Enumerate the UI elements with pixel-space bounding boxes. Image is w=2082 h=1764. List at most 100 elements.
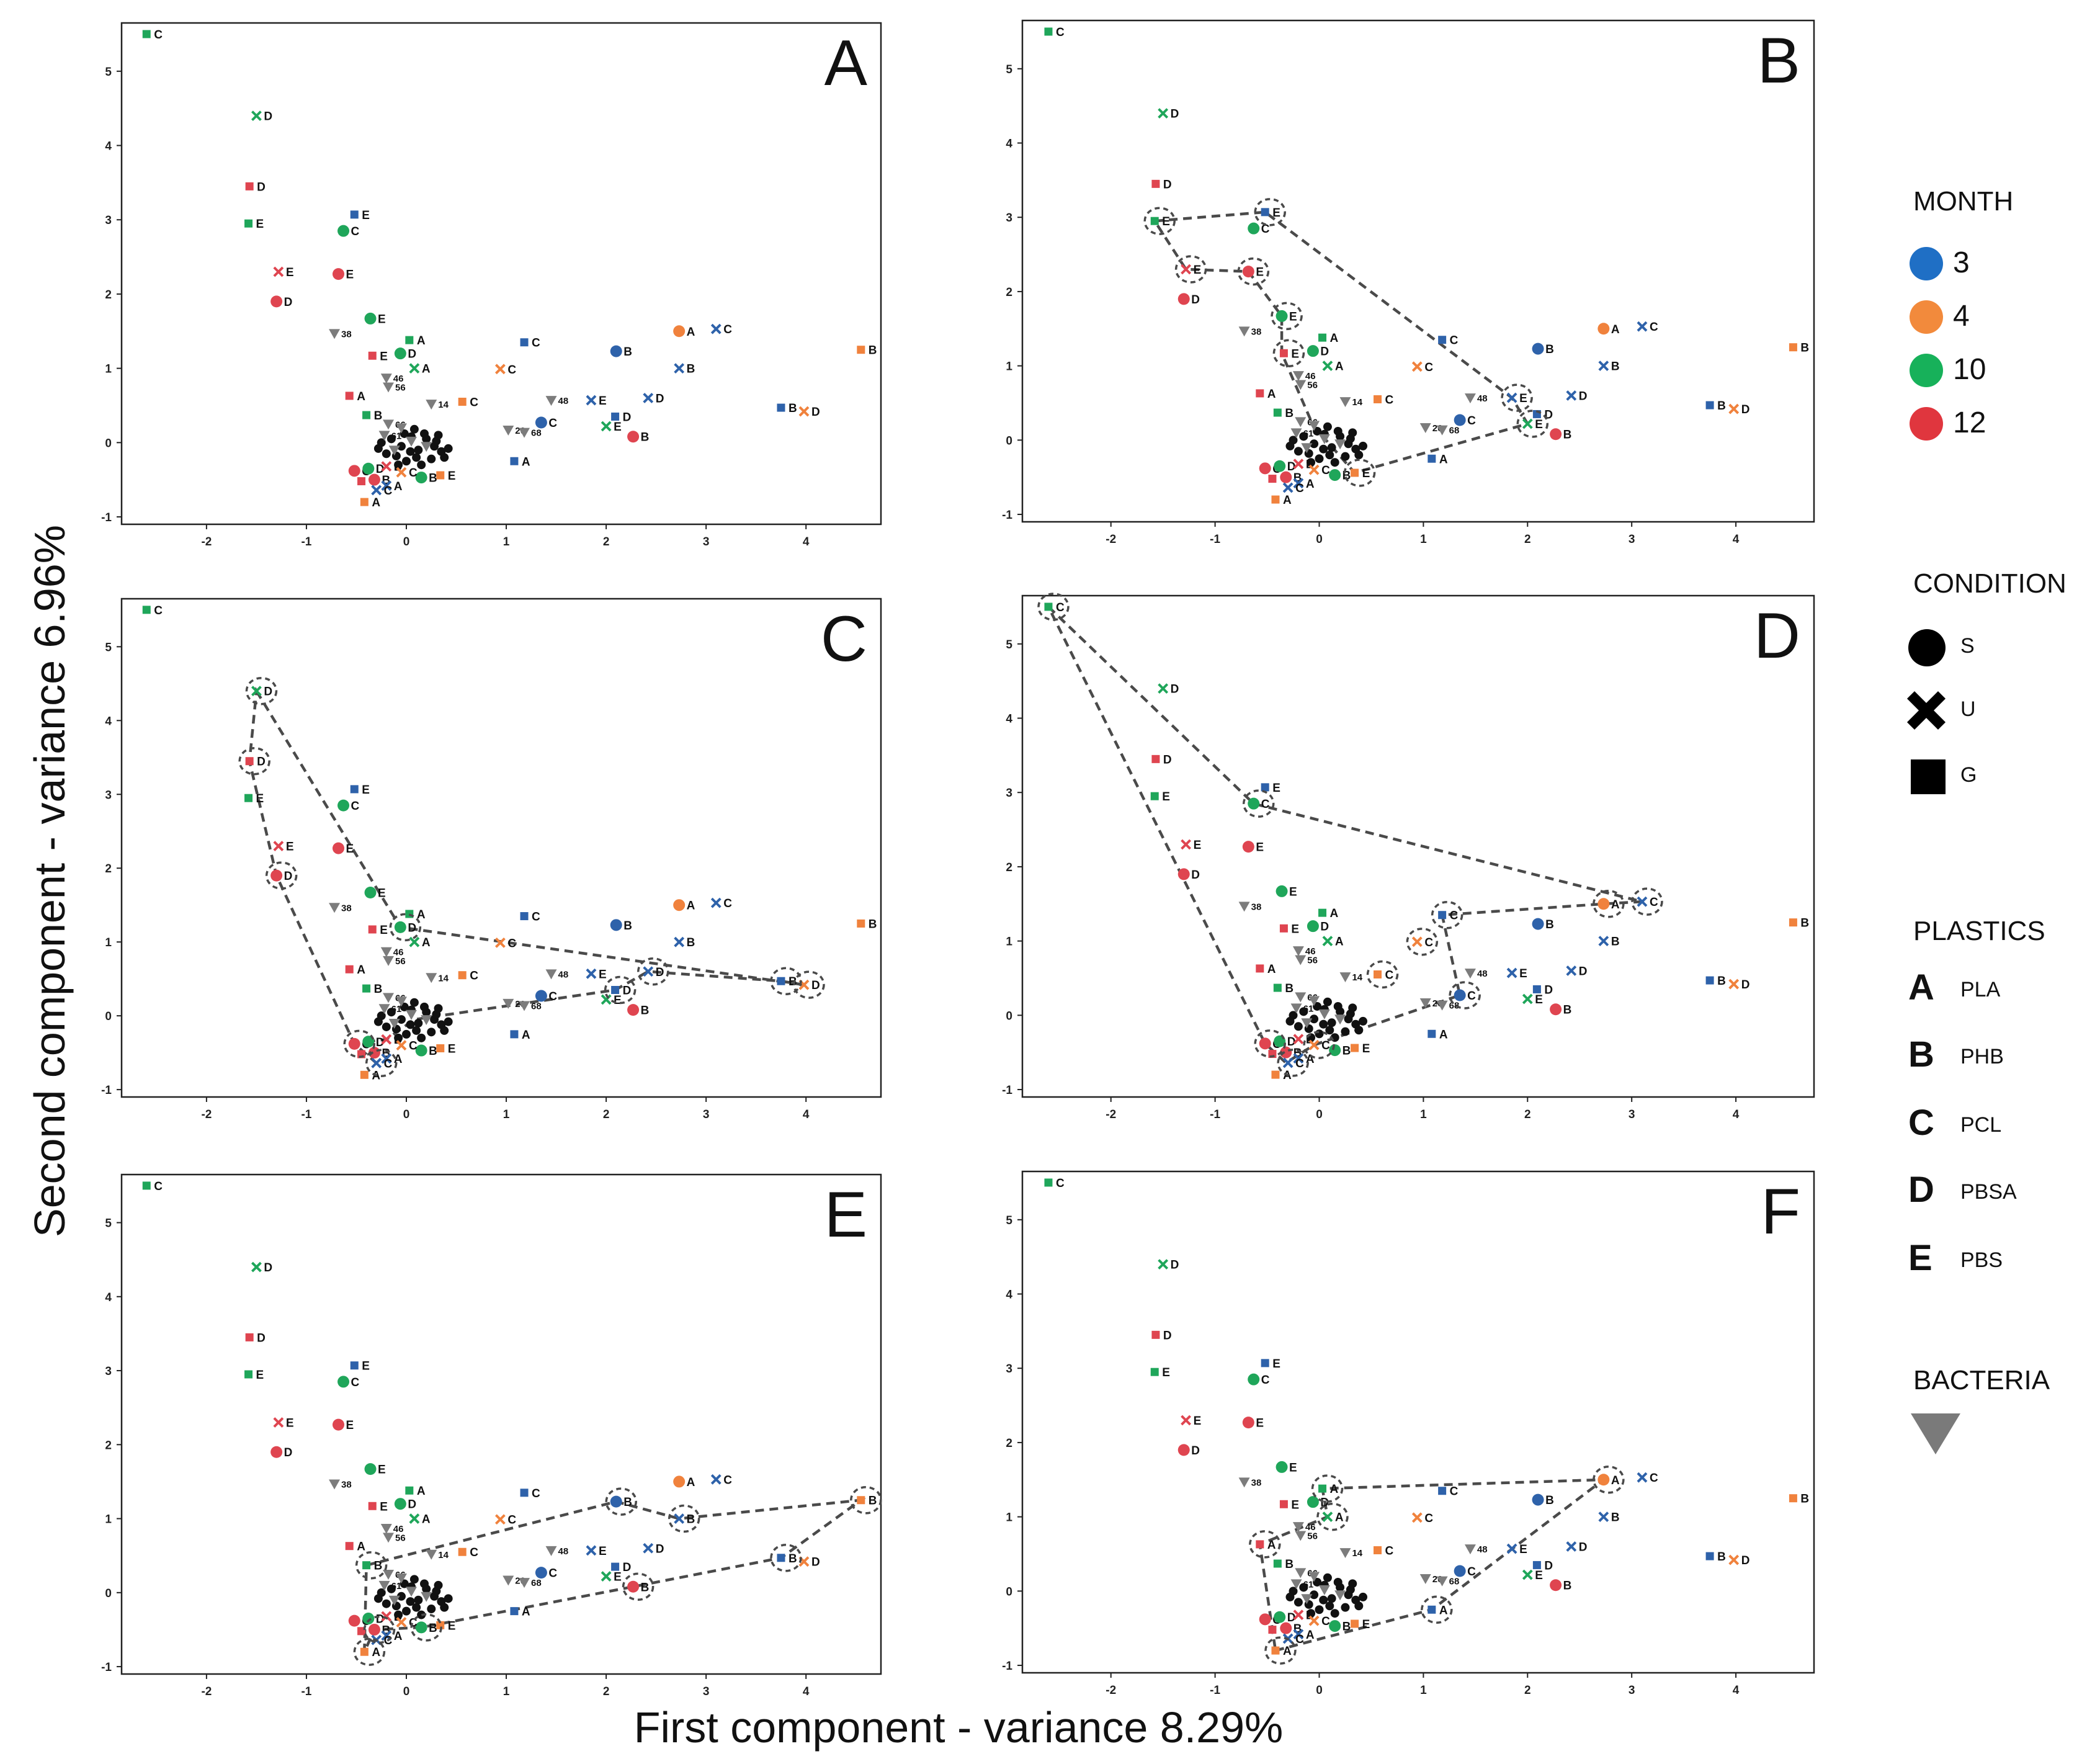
cluster-point xyxy=(1310,1014,1319,1024)
bacteria-marker xyxy=(1318,434,1330,444)
bacteria-marker xyxy=(421,1592,432,1602)
sample-point-s xyxy=(362,1613,375,1625)
cluster-point xyxy=(427,1605,436,1614)
sample-point-s xyxy=(394,1498,406,1510)
sample-point-g xyxy=(520,1489,529,1497)
x-tick-label: -1 xyxy=(1210,1108,1220,1121)
plot-frame xyxy=(120,598,882,1098)
sample-label: B xyxy=(641,431,650,444)
sample-label: B xyxy=(1800,342,1809,355)
sample-label: D xyxy=(1544,1559,1553,1572)
cluster-point xyxy=(1327,1018,1336,1028)
sample-point-g xyxy=(1279,1500,1288,1508)
highlight-circle xyxy=(353,1637,386,1666)
bacteria-marker xyxy=(1419,1574,1431,1584)
sample-point-u xyxy=(1322,360,1333,372)
sample-point-u xyxy=(1308,464,1320,475)
sample-label: E xyxy=(1256,1417,1264,1430)
highlight-circle xyxy=(410,1613,442,1642)
bacteria-marker xyxy=(1419,998,1431,1008)
sample-label: D xyxy=(1171,1259,1179,1272)
sample-label: D xyxy=(1741,978,1750,992)
sample-point-s xyxy=(1248,797,1260,810)
cluster-point xyxy=(412,1026,421,1035)
highlight-circle xyxy=(245,676,278,705)
sample-label: E xyxy=(378,1464,386,1477)
sample-point-u xyxy=(1522,993,1533,1005)
bacteria-marker xyxy=(395,996,407,1007)
sample-point-g xyxy=(1256,1540,1264,1549)
sample-label: E xyxy=(256,218,264,231)
x-tick-label: 4 xyxy=(803,1685,810,1698)
highlight-circle xyxy=(1249,1530,1281,1559)
sample-label: E xyxy=(256,1369,264,1382)
sample-point-s xyxy=(1242,1417,1254,1429)
sample-point-u xyxy=(1598,360,1609,372)
sample-label: D xyxy=(811,406,820,419)
cluster-point xyxy=(1341,1603,1350,1612)
sample-label: D xyxy=(623,985,632,998)
highlight-circle xyxy=(1277,1049,1309,1077)
sample-label: E xyxy=(448,1619,456,1632)
sample-point-u xyxy=(1293,1629,1304,1640)
sample-label: C xyxy=(1385,969,1394,982)
bacteria-marker xyxy=(1318,1009,1330,1019)
sample-point-g xyxy=(345,1542,354,1551)
cluster-point xyxy=(419,1002,429,1011)
bacteria-label: 56 xyxy=(395,1533,406,1543)
sample-point-s xyxy=(535,416,547,429)
legend-month-10: 10 xyxy=(1905,349,2082,392)
cluster-point xyxy=(440,1603,449,1612)
x-tick-label: 1 xyxy=(1420,1684,1427,1697)
sample-label: C xyxy=(409,1040,418,1053)
bacteria-marker xyxy=(1339,397,1351,408)
sample-label: C xyxy=(351,225,360,238)
bacteria-marker xyxy=(421,1015,432,1026)
sample-label: A xyxy=(1335,360,1344,374)
sample-label: B xyxy=(1285,1558,1293,1571)
sample-point-g xyxy=(362,1561,371,1570)
sample-point-s xyxy=(1597,1474,1610,1486)
sample-point-s xyxy=(348,465,360,477)
sample-label: E xyxy=(1362,467,1370,480)
highlight-circle xyxy=(1237,257,1270,286)
cluster-point xyxy=(1354,1026,1364,1035)
sample-point-u xyxy=(1293,1034,1304,1045)
cluster-point xyxy=(1315,1605,1324,1614)
sample-label: E xyxy=(1535,993,1543,1006)
bacteria-marker xyxy=(519,428,530,438)
highlight-circle xyxy=(1631,887,1663,916)
x-tick-label: -2 xyxy=(201,1685,212,1698)
sample-label: A xyxy=(1283,494,1292,507)
highlight-circle xyxy=(1501,383,1533,412)
highlight-circle xyxy=(637,957,669,986)
bacteria-marker xyxy=(1464,969,1476,979)
sample-label: E xyxy=(1162,215,1170,228)
legend-plastic-pbsa: D PBSA xyxy=(1905,1170,2082,1214)
sample-label: E xyxy=(286,841,294,854)
sample-point-u xyxy=(409,363,420,374)
sample-point-u xyxy=(1506,392,1517,403)
y-tick-label: 5 xyxy=(1006,1214,1012,1227)
cluster-point xyxy=(1333,1577,1343,1587)
sample-point-u xyxy=(1598,936,1609,947)
highlight-circle xyxy=(1254,198,1286,226)
bacteria-marker xyxy=(519,1578,530,1588)
x-tick-label: 0 xyxy=(1316,1684,1323,1697)
plot-frame xyxy=(120,22,882,526)
sample-label: E xyxy=(380,1500,388,1513)
legend-plastic-label: PBS xyxy=(1960,1248,2003,1272)
cluster-point xyxy=(1285,441,1295,450)
highlight-circle xyxy=(365,1049,398,1078)
sample-point-s xyxy=(270,1446,283,1458)
cluster-point xyxy=(1348,1003,1357,1013)
sample-point-g xyxy=(1318,908,1327,917)
sample-point-u xyxy=(1728,1554,1740,1565)
sample-label: C xyxy=(1650,321,1658,334)
cluster-point xyxy=(409,998,419,1007)
sample-label: D xyxy=(408,348,416,361)
x-tick-label: -1 xyxy=(1210,1684,1220,1697)
x-tick-label: 2 xyxy=(1524,1684,1531,1697)
sample-label: C xyxy=(154,604,163,617)
